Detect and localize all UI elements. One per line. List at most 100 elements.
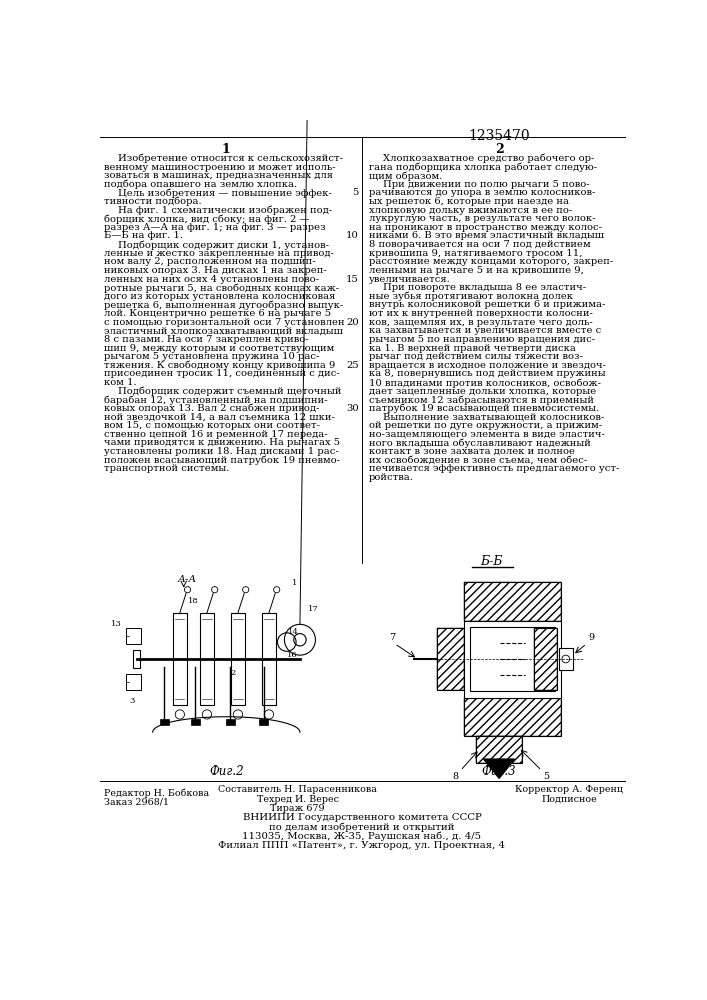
Text: вращается в исходное положение и звездоч-: вращается в исходное положение и звездоч… xyxy=(369,361,606,370)
Text: барабан 12, установленный на подшипни-: барабан 12, установленный на подшипни- xyxy=(104,395,327,405)
Text: На фиг. 1 схематически изображен под-: На фиг. 1 схематически изображен под- xyxy=(118,206,332,215)
Text: Б—Б на фиг. 1.: Б—Б на фиг. 1. xyxy=(104,231,183,240)
Bar xyxy=(534,628,557,690)
Text: установлены ролики 18. Над дисками 1 рас-: установлены ролики 18. Над дисками 1 рас… xyxy=(104,447,339,456)
Text: 5: 5 xyxy=(543,772,549,781)
Text: ковых опорах 13. Вал 2 снабжен привод-: ковых опорах 13. Вал 2 снабжен привод- xyxy=(104,404,320,413)
Text: 8 с пазами. На оси 7 закреплен кривo-: 8 с пазами. На оси 7 закреплен кривo- xyxy=(104,335,308,344)
Bar xyxy=(134,650,139,668)
Text: Филиал ППП «Патент», г. Ужгород, ул. Проектная, 4: Филиал ППП «Патент», г. Ужгород, ул. Про… xyxy=(218,841,506,850)
Text: А-А: А-А xyxy=(178,575,197,584)
Text: 18: 18 xyxy=(188,597,199,605)
Text: съемником 12 забрасываются в приемный: съемником 12 забрасываются в приемный xyxy=(369,395,594,405)
Text: Б-Б: Б-Б xyxy=(480,555,503,568)
Bar xyxy=(464,620,561,698)
Text: ленных на них осях 4 установлены пово-: ленных на них осях 4 установлены пово- xyxy=(104,275,319,284)
Text: Редактор Н. Бобкова: Редактор Н. Бобкова xyxy=(104,788,209,798)
Bar xyxy=(200,613,214,705)
Text: их освобождение в зоне съема, чем обес-: их освобождение в зоне съема, чем обес- xyxy=(369,456,588,465)
Text: Выполнение захватывающей колосников-: Выполнение захватывающей колосников- xyxy=(383,413,604,422)
Text: 1: 1 xyxy=(222,143,230,156)
Text: но-защемляющего элемента в виде эластич-: но-защемляющего элемента в виде эластич- xyxy=(369,430,604,439)
Text: ройства.: ройства. xyxy=(369,473,414,482)
Text: 2: 2 xyxy=(230,669,235,677)
Text: 7: 7 xyxy=(389,633,395,642)
Bar xyxy=(437,628,464,690)
Text: с помощью горизонтальной оси 7 установлен: с помощью горизонтальной оси 7 установле… xyxy=(104,318,344,327)
Text: вом 15, с помощью которых они соответ-: вом 15, с помощью которых они соответ- xyxy=(104,421,320,430)
Text: дает зацепленные дольки хлопка, которые: дает зацепленные дольки хлопка, которые xyxy=(369,387,596,396)
Text: транспортной системы.: транспортной системы. xyxy=(104,464,229,473)
Bar xyxy=(191,719,200,725)
Text: борщик хлопка, вид сбоку; на фиг. 2 —: борщик хлопка, вид сбоку; на фиг. 2 — xyxy=(104,214,310,224)
Text: подбора опавшего на землю хлопка.: подбора опавшего на землю хлопка. xyxy=(104,180,297,189)
Text: ленные и жестко закрепленные на привод-: ленные и жестко закрепленные на привод- xyxy=(104,249,334,258)
Text: увеличивается.: увеличивается. xyxy=(369,275,450,284)
Text: 1: 1 xyxy=(292,579,298,587)
Text: ленными на рычаге 5 и на кривошипе 9,: ленными на рычаге 5 и на кривошипе 9, xyxy=(369,266,584,275)
Text: ка 8, повернувшись под действием пружины: ка 8, повернувшись под действием пружины xyxy=(369,369,606,378)
Text: ой решетки по дуге окружности, а прижим-: ой решетки по дуге окружности, а прижим- xyxy=(369,421,602,430)
Text: щим образом.: щим образом. xyxy=(369,171,442,181)
Bar xyxy=(464,698,561,736)
Text: Фиг.3: Фиг.3 xyxy=(481,765,516,778)
Text: Подписное: Подписное xyxy=(541,795,597,804)
Text: ротные рычаги 5, на свободных концах каж-: ротные рычаги 5, на свободных концах каж… xyxy=(104,283,339,293)
Text: присоединен тросик 11, соединенный с дис-: присоединен тросик 11, соединенный с дис… xyxy=(104,369,339,378)
Text: 15: 15 xyxy=(346,275,359,284)
Text: венному машиностроению и может исполь-: венному машиностроению и может исполь- xyxy=(104,163,336,172)
Text: печивается эффективность предлагаемого уст-: печивается эффективность предлагаемого у… xyxy=(369,464,619,473)
Text: 30: 30 xyxy=(346,404,359,413)
Text: рачиваются до упора в землю колосников-: рачиваются до упора в землю колосников- xyxy=(369,188,595,197)
Text: зоваться в машинах, предназначенных для: зоваться в машинах, предназначенных для xyxy=(104,171,333,180)
Text: 17: 17 xyxy=(308,605,318,613)
Text: кривошипа 9, натягиваемого тросом 11,: кривошипа 9, натягиваемого тросом 11, xyxy=(369,249,583,258)
Bar xyxy=(534,628,557,690)
Text: ых решеток 6, которые при наезде на: ых решеток 6, которые при наезде на xyxy=(369,197,569,206)
Text: решетка 6, выполненная дугообразно выпук-: решетка 6, выполненная дугообразно выпук… xyxy=(104,300,343,310)
Text: патрубок 19 всасывающей пневмосистемы.: патрубок 19 всасывающей пневмосистемы. xyxy=(369,404,599,413)
Text: Корректор А. Ференц: Корректор А. Ференц xyxy=(515,785,623,794)
Text: При повороте вкладыша 8 ее эластич-: При повороте вкладыша 8 ее эластич- xyxy=(383,283,586,292)
Text: лой. Концентрично решетке 6 на рычаге 5: лой. Концентрично решетке 6 на рычаге 5 xyxy=(104,309,331,318)
Text: тяжения. К свободному концу кривошипа 9: тяжения. К свободному концу кривошипа 9 xyxy=(104,361,335,370)
Text: лукруглую часть, в результате чего волок-: лукруглую часть, в результате чего волок… xyxy=(369,214,595,223)
Text: ном валу 2, расположенном на подшип-: ном валу 2, расположенном на подшип- xyxy=(104,257,315,266)
Text: ственно цепной 16 и ременной 17 переда-: ственно цепной 16 и ременной 17 переда- xyxy=(104,430,327,439)
Text: никовых опорах 3. На дисках 1 на закреп-: никовых опорах 3. На дисках 1 на закреп- xyxy=(104,266,327,275)
Bar xyxy=(126,628,141,644)
Bar xyxy=(262,613,276,705)
Text: Фиг.2: Фиг.2 xyxy=(209,765,244,778)
Text: ного вкладыша обуславливают надежный: ного вкладыша обуславливают надежный xyxy=(369,438,591,448)
Text: ют их к внутренней поверхности колосни-: ют их к внутренней поверхности колосни- xyxy=(369,309,592,318)
Text: 10 впадинами против колосников, освобож-: 10 впадинами против колосников, освобож- xyxy=(369,378,601,388)
Text: чами приводятся к движению. На рычагах 5: чами приводятся к движению. На рычагах 5 xyxy=(104,438,340,447)
Text: Изобретение относится к сельскохозяйст-: Изобретение относится к сельскохозяйст- xyxy=(118,154,343,163)
Text: 14: 14 xyxy=(288,628,299,636)
Text: шип 9, между которым и соответствующим: шип 9, между которым и соответствующим xyxy=(104,344,334,353)
Text: рычагом 5 по направлению вращения дис-: рычагом 5 по направлению вращения дис- xyxy=(369,335,595,344)
Bar xyxy=(476,736,522,763)
Bar xyxy=(173,613,187,705)
Bar xyxy=(476,736,522,763)
Text: 13: 13 xyxy=(111,620,122,628)
Text: 16: 16 xyxy=(287,651,298,659)
Text: рычаг под действием силы тяжести воз-: рычаг под действием силы тяжести воз- xyxy=(369,352,583,361)
Text: 2: 2 xyxy=(495,143,503,156)
Text: Заказ 2968/1: Заказ 2968/1 xyxy=(104,798,169,807)
Text: положен всасывающий патрубок 19 пневмо-: положен всасывающий патрубок 19 пневмо- xyxy=(104,456,340,465)
Bar xyxy=(231,613,245,705)
Text: Подборщик содержит съемный щеточный: Подборщик содержит съемный щеточный xyxy=(118,387,341,396)
Text: тивности подбора.: тивности подбора. xyxy=(104,197,201,207)
Text: Тираж 679: Тираж 679 xyxy=(270,804,325,813)
Text: При движении по полю рычаги 5 пово-: При движении по полю рычаги 5 пово- xyxy=(383,180,590,189)
Bar xyxy=(464,698,561,736)
Text: хлопковую дольку вжимаются в ее по-: хлопковую дольку вжимаются в ее по- xyxy=(369,206,572,215)
Text: 9: 9 xyxy=(588,633,595,642)
Bar xyxy=(160,719,169,725)
Text: Техред И. Верес: Техред И. Верес xyxy=(257,795,339,804)
Text: ВНИИПИ Государственного комитета СССР: ВНИИПИ Государственного комитета СССР xyxy=(243,813,481,822)
Text: ком 1.: ком 1. xyxy=(104,378,136,387)
Text: Цель изобретения — повышение эффек-: Цель изобретения — повышение эффек- xyxy=(118,188,332,198)
Bar xyxy=(464,582,561,620)
